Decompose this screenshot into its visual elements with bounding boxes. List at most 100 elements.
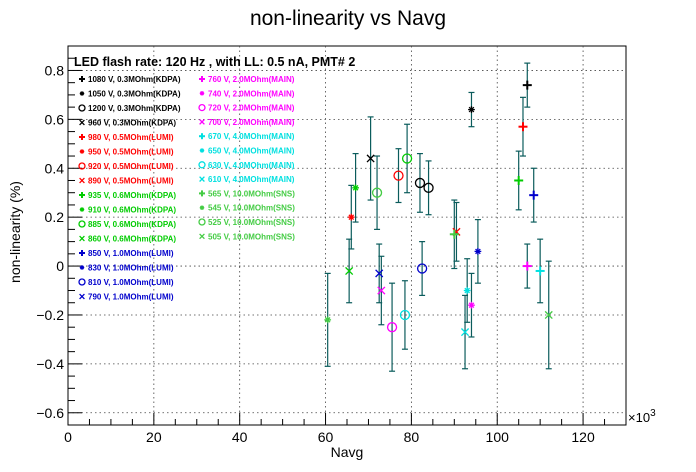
data-point	[514, 175, 524, 185]
data-point-shape	[377, 286, 386, 295]
legend-label: 960 V, 0.3MOhm(KDPA)	[88, 119, 176, 128]
legend-marker	[199, 190, 205, 197]
x-axis-multiplier: ×103	[628, 408, 656, 425]
data-point	[423, 182, 434, 193]
data-point	[393, 170, 404, 181]
data-point	[352, 184, 359, 192]
legend-entry: 720 V, 2.0MOhm(MAIN)	[198, 103, 295, 113]
legend-marker	[78, 220, 86, 228]
data-point-shape	[375, 269, 384, 278]
data-point-shape	[423, 182, 434, 193]
legend-marker	[78, 162, 86, 170]
data-point-shape	[324, 317, 331, 323]
x-tick-label: 60	[318, 429, 334, 445]
legend-label: 810 V, 1.0MOhm(LUMI)	[88, 278, 174, 287]
legend-marker	[79, 119, 85, 126]
legend-marker-shape	[78, 220, 86, 228]
legend-marker-shape	[199, 176, 205, 182]
legend-marker	[199, 233, 205, 240]
legend-label: 935 V, 0.6MOhm(KDPA)	[88, 191, 176, 200]
data-point-shape	[348, 214, 355, 220]
legend-marker-shape	[199, 119, 205, 125]
legend-label: 670 V, 4.0MOhm(MAIN)	[208, 132, 295, 141]
legend-label: 610 V, 4.0MOhm(MAIN)	[208, 175, 295, 184]
legend-marker	[79, 91, 85, 96]
legend-marker	[199, 91, 205, 96]
legend-entry: 950 V, 0.5MOhm(LUMI)	[79, 148, 174, 157]
legend-marker	[198, 103, 206, 112]
legend-label: 650 V, 4.0MOhm(MAIN)	[208, 147, 295, 156]
legend-label: 830 V, 1.0MOhm(LUMI)	[88, 264, 174, 273]
legend-marker-shape	[79, 207, 85, 212]
y-tick-label: 0.6	[45, 111, 65, 127]
data-point	[518, 122, 528, 132]
legend-entry: 890 V, 0.5MOhm(LUMI)	[79, 177, 174, 186]
data-point	[474, 248, 482, 255]
data-point	[468, 106, 475, 113]
legend-marker-shape	[199, 148, 205, 153]
legend-label: 980 V, 0.5MOhm(LUMI)	[88, 133, 174, 142]
legend-marker-shape	[78, 104, 86, 112]
data-point-shape	[544, 310, 553, 320]
x-tick-label: 20	[146, 429, 162, 445]
legend-label: 565 V, 10.0MOhm(SNS)	[208, 189, 295, 198]
legend-entry: 740 V, 2.0MOhm(MAIN)	[199, 89, 295, 98]
legend-entry: 1080 V, 0.3MOhm(KDPA)	[79, 75, 181, 84]
legend-marker-shape	[79, 149, 85, 154]
legend-entry: 1200 V, 0.3MOhm(KDPA)	[78, 104, 181, 113]
legend-entry: 630 V, 4.0MOhm(MAIN)	[198, 161, 295, 170]
legend-entry: 980 V, 0.5MOhm(LUMI)	[79, 133, 174, 142]
legend-marker	[79, 76, 85, 82]
legend-marker	[199, 148, 205, 153]
y-tick-label: 0.2	[45, 209, 65, 225]
legend-marker-shape	[199, 205, 205, 210]
legend-marker	[78, 278, 86, 286]
data-point	[377, 286, 386, 295]
x-tick-label: 0	[64, 429, 72, 445]
legend-label: 950 V, 0.5MOhm(LUMI)	[88, 148, 174, 157]
data-point	[386, 322, 398, 333]
legend-marker	[79, 149, 85, 154]
data-point	[366, 154, 375, 163]
data-point-shape	[475, 248, 481, 255]
legend-marker	[198, 218, 206, 226]
x-multiplier-base: ×10	[628, 410, 650, 425]
markers-layer	[324, 80, 553, 337]
legend-entry: 525 V, 10.0MOhm(SNS)	[198, 218, 295, 227]
legend-entry: 670 V, 4.0MOhm(MAIN)	[199, 132, 295, 141]
data-point-shape	[460, 328, 470, 337]
legend-entry: 860 V, 0.6MOhm(KDPA)	[79, 235, 176, 244]
legend-label: 720 V, 2.0MOhm(MAIN)	[208, 104, 295, 113]
data-point	[460, 328, 470, 337]
legend-marker	[199, 119, 205, 125]
axis-layer: 0 20 40 60 80 100 120 −0.6 −0.4 −0.2 0 0.2 0.4 0.6 0.8	[36, 45, 627, 445]
legend-entry: 810 V, 1.0MOhm(LUMI)	[78, 278, 174, 287]
data-point	[414, 177, 426, 189]
legend-marker	[198, 161, 206, 169]
x-tick-label: 40	[232, 429, 248, 445]
legend-label: 760 V, 2.0MOhm(MAIN)	[208, 75, 295, 84]
data-point	[463, 287, 471, 294]
legend-marker-shape	[78, 278, 86, 286]
legend-label: 910 V, 0.6MOhm(KDPA)	[88, 206, 176, 215]
data-point	[522, 261, 532, 271]
data-point	[522, 80, 532, 90]
legend-label: 860 V, 0.6MOhm(KDPA)	[88, 235, 176, 244]
legend-marker	[78, 104, 86, 112]
y-tick-label: −0.6	[36, 405, 64, 421]
legend: 1080 V, 0.3MOhm(KDPA) 1050 V, 0.3MOhm(KDP…	[78, 75, 295, 302]
legend-entry: 760 V, 2.0MOhm(MAIN)	[199, 75, 295, 84]
plot-subtitle: LED flash rate: 120 Hz , with LL: 0.5 nA…	[74, 55, 355, 69]
legend-label: 545 V, 10.0MOhm(SNS)	[208, 204, 295, 213]
x-tick-label: 100	[486, 429, 510, 445]
legend-marker-shape	[78, 162, 86, 170]
data-point-shape	[399, 309, 411, 321]
data-point	[345, 266, 354, 276]
legend-marker	[199, 176, 205, 182]
legend-marker	[199, 205, 205, 210]
legend-label: 630 V, 4.0MOhm(MAIN)	[208, 161, 295, 170]
legend-entry: 1050 V, 0.3MOhm(KDPA)	[79, 90, 181, 99]
legend-label: 920 V, 0.5MOhm(LUMI)	[88, 162, 174, 171]
legend-entry: 790 V, 1.0MOhm(LUMI)	[79, 293, 174, 302]
legend-label: 505 V, 10.0MOhm(SNS)	[208, 232, 295, 241]
